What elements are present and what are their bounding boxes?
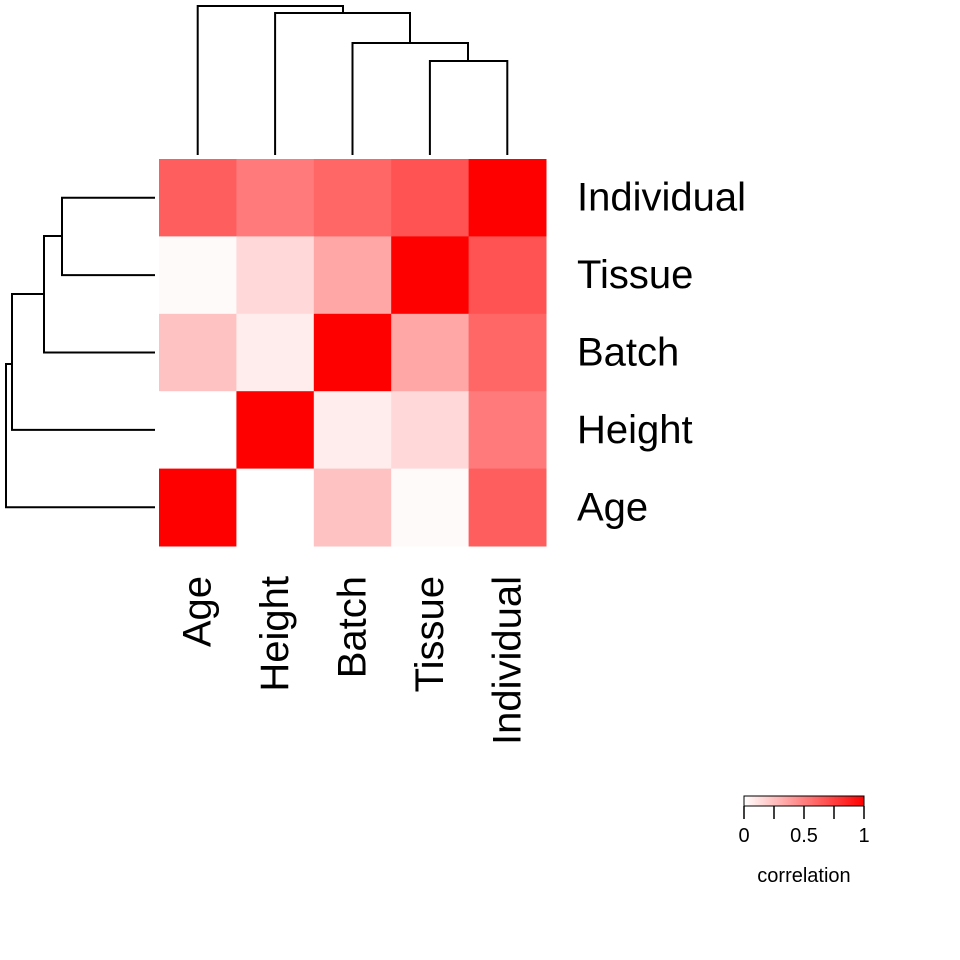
legend-ticks: 0 0.5 1 [738,806,870,847]
column-labels: Age Height Batch Tissue Individual [176,576,530,745]
row-label-individual: Individual [577,176,746,220]
color-legend: 0 0.5 1 correlation [738,795,870,887]
column-dendrogram [196,5,509,155]
heatmap-cell-age-tissue [391,468,470,547]
heatmap-cell-individual-individual [468,159,547,237]
column-label-age: Age [176,576,220,647]
heatmap-cell-tissue-height [236,236,315,315]
heatmap-cell-height-tissue [391,391,470,470]
legend-color-bar [743,795,865,807]
heatmap-cell-individual-age [159,159,237,237]
column-dendrogram-branch-2 [351,42,469,155]
row-dendrogram-branch-1 [61,196,155,277]
heatmap-cell-individual-batch [313,159,392,237]
heatmap-cell-tissue-tissue [391,236,470,315]
row-dendrogram [5,196,155,509]
heatmap-cell-tissue-age [159,236,237,315]
heatmap-cell-height-age [159,391,237,470]
column-label-height: Height [253,576,297,692]
row-label-age: Age [577,485,648,529]
heatmap-cell-individual-tissue [391,159,470,237]
legend-tick-label-1: 0 [738,825,749,847]
heatmap-cell-age-height [236,468,315,547]
column-dendrogram-branch-3 [274,12,411,155]
row-labels: Individual Tissue Batch Height Age [577,176,746,530]
heatmap-cell-age-individual [468,468,547,547]
row-label-height: Height [577,408,693,452]
heatmap-cell-height-height [236,391,315,470]
row-label-tissue: Tissue [577,253,693,297]
heatmap-cell-batch-height [236,313,315,392]
heatmap-cell-age-batch [313,468,392,547]
heatmap-cell-batch-age [159,313,237,392]
heatmap-cells [159,159,547,547]
column-label-batch: Batch [331,576,375,678]
column-label-tissue: Tissue [408,576,452,692]
legend-tick-label-3: 1 [858,825,869,847]
legend-tick-label-2: 0.5 [790,825,818,847]
legend-title: correlation [757,865,850,887]
column-dendrogram-branch-1 [428,60,509,155]
heatmap-cell-tissue-individual [468,236,547,315]
heatmap-cell-batch-tissue [391,313,470,392]
heatmap-cell-tissue-batch [313,236,392,315]
row-dendrogram-branch-3 [11,293,155,431]
column-label-individual: Individual [485,576,529,745]
heatmap-cell-height-batch [313,391,392,470]
row-dendrogram-branch-4 [5,363,155,509]
row-label-batch: Batch [577,331,679,375]
row-dendrogram-branch-2 [43,235,155,354]
heatmap-cell-height-individual [468,391,547,470]
heatmap-cell-batch-individual [468,313,547,392]
heatmap-cell-batch-batch [313,313,392,392]
heatmap-cell-age-age [159,468,237,547]
column-dendrogram-branch-4 [196,5,344,155]
heatmap-cell-individual-height [236,159,315,237]
